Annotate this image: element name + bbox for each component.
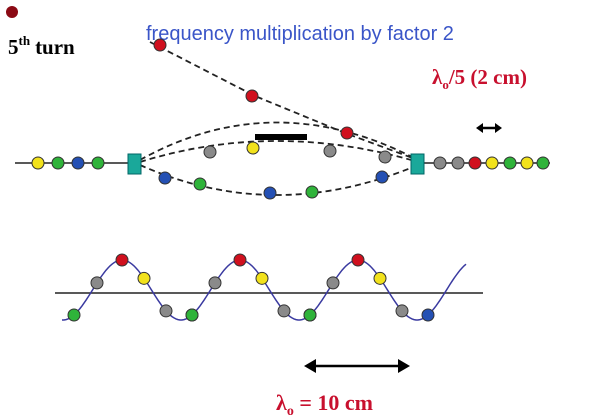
bunch bbox=[90, 276, 104, 290]
bunch bbox=[375, 170, 389, 184]
bunch bbox=[203, 145, 217, 159]
bunch bbox=[433, 156, 447, 170]
lambda: λ bbox=[432, 65, 443, 89]
turn-label: 5th turn bbox=[8, 33, 75, 59]
bunch bbox=[520, 156, 534, 170]
bunch bbox=[373, 271, 387, 285]
bunch bbox=[378, 150, 392, 164]
bunch bbox=[421, 308, 435, 322]
bunch bbox=[351, 253, 365, 267]
bunch bbox=[91, 156, 105, 170]
path-3 bbox=[139, 140, 419, 163]
subscript: o bbox=[442, 77, 449, 92]
bunch bbox=[185, 308, 199, 322]
bunch bbox=[451, 156, 465, 170]
label-rest: = 10 cm bbox=[294, 390, 373, 415]
bunch bbox=[71, 156, 85, 170]
bunch bbox=[67, 308, 81, 322]
cavity bbox=[410, 153, 425, 175]
arrows bbox=[304, 123, 502, 373]
bunch bbox=[263, 186, 277, 200]
bunch bbox=[245, 89, 259, 103]
bunch bbox=[326, 276, 340, 290]
bunch bbox=[340, 126, 354, 140]
superscript: th bbox=[19, 33, 31, 48]
bunch bbox=[305, 185, 319, 199]
bunch bbox=[277, 304, 291, 318]
subscript: o bbox=[287, 404, 294, 419]
path-4 bbox=[139, 164, 419, 196]
caption: frequency multiplication by factor 2 bbox=[146, 23, 454, 45]
path-1 bbox=[149, 41, 419, 161]
bar bbox=[255, 134, 307, 140]
bunch bbox=[51, 156, 65, 170]
bunch bbox=[303, 308, 317, 322]
bunch bbox=[137, 271, 151, 285]
top-label: λo/5 (2 cm) bbox=[432, 65, 527, 92]
turn-word: turn bbox=[35, 35, 75, 59]
bottom-label: λo = 10 cm bbox=[276, 390, 373, 419]
path-2 bbox=[139, 121, 419, 161]
bunch bbox=[323, 144, 337, 158]
bunch bbox=[246, 141, 260, 155]
lambda: λ bbox=[276, 390, 287, 415]
bunch bbox=[395, 304, 409, 318]
bunch bbox=[159, 304, 173, 318]
bunch bbox=[233, 253, 247, 267]
bunch bbox=[31, 156, 45, 170]
bunch bbox=[536, 156, 550, 170]
label-rest: /5 (2 cm) bbox=[448, 65, 527, 89]
bunch bbox=[158, 171, 172, 185]
cavity bbox=[127, 153, 142, 175]
bunch bbox=[468, 156, 482, 170]
bunch bbox=[115, 253, 129, 267]
ordinal: 5 bbox=[8, 35, 19, 59]
bunch bbox=[485, 156, 499, 170]
bunch bbox=[208, 276, 222, 290]
bunch bbox=[193, 177, 207, 191]
bunch bbox=[503, 156, 517, 170]
bunch bbox=[255, 271, 269, 285]
bunch bbox=[153, 38, 167, 52]
marker bbox=[6, 6, 18, 18]
